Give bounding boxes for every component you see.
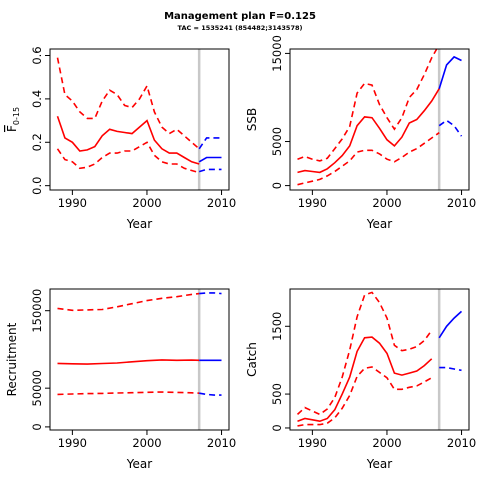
y-tick-label: 50000 [30,370,44,407]
x-axis-label: Year [126,217,152,231]
y-tick-label: 0.4 [30,90,44,108]
y-tick-label: 0.2 [30,133,44,151]
y-tick-label: 5000 [270,127,284,156]
series-history-lower [56,141,200,174]
series-history-median [297,88,440,174]
series-projection-lower [198,168,222,173]
y-tick-label: 0 [270,424,284,431]
series-history-upper [296,291,433,416]
series-projection-median [198,156,222,163]
series-history-upper [57,292,200,312]
y-tick-label: 0.6 [30,46,44,64]
x-axis-label: Year [366,217,392,231]
series-projection-lower [439,366,462,372]
x-tick-label: 2000 [372,196,401,210]
chart-title: Management plan F=0.125 [164,11,316,22]
series-history-upper [297,49,438,162]
x-tick-label: 2010 [207,196,236,210]
y-axis-label: Recruitment [5,322,19,396]
series-projection-upper [199,292,222,295]
x-tick-label: 2010 [207,436,236,450]
panel-fbar-data [56,49,222,190]
y-tick-label: 500 [270,383,284,405]
series-projection-lower [438,119,463,137]
panel-recruitment: 1990 2000 2010 Year 0 50000 150000 Recruitment [5,288,236,471]
plot-frame [49,48,230,191]
x-tick-label: 2010 [447,196,476,210]
x-tick-label: 2000 [132,196,161,210]
y-tick-label: 15000 [270,35,284,72]
series-projection-median [438,310,463,339]
x-tick-label: 2000 [372,436,401,450]
series-history-lower [297,132,440,186]
x-tick-label: 2000 [132,436,161,450]
y-tick-label: 0 [270,182,284,189]
plot-frame [289,288,470,431]
series-projection-upper [198,137,222,150]
series-projection-upper [439,5,461,45]
series-history-median [57,359,200,365]
y-axis-label: SSB [245,108,259,131]
x-tick-label: 1990 [298,436,327,450]
series-history-median [56,115,200,165]
x-tick-label: 1990 [58,196,87,210]
panel-recruitment-data [57,289,222,430]
y-tick-label: 150000 [30,289,44,333]
chart-subtitle: TAC = 1535241 (854482;3143578) [177,24,303,32]
y-tick-label: 0.0 [30,177,44,195]
plot-frame [49,288,230,431]
series-projection-lower [199,392,222,396]
x-axis-label: Year [366,457,392,471]
series-history-lower [57,391,200,396]
panel-ssb: 1990 2000 2010 Year 0 5000 15000 SSB [245,5,476,231]
panel-catch-data [296,231,463,430]
panel-fbar: 1990 2000 2010 Year 0.0 0.2 0.4 0.6 F0-15 [5,46,236,231]
series-history-upper [56,57,200,150]
panel-catch: 1990 2000 2010 Year 0 500 1500 Catch [245,231,476,471]
series-history-median [297,336,433,423]
series-history-lower [297,366,433,427]
y-tick-label: 1500 [270,312,284,341]
plot-frame [289,48,470,191]
y-tick-label: 0 [30,423,44,430]
x-axis-label: Year [126,457,152,471]
panel-ssb-data [297,5,463,190]
series-projection-median [438,55,462,89]
x-tick-label: 2010 [447,436,476,450]
series-projection-upper [439,231,461,285]
x-tick-label: 1990 [58,436,87,450]
y-axis-label: F0-15 [5,107,21,132]
x-tick-label: 1990 [298,196,327,210]
y-axis-label: Catch [245,342,259,377]
